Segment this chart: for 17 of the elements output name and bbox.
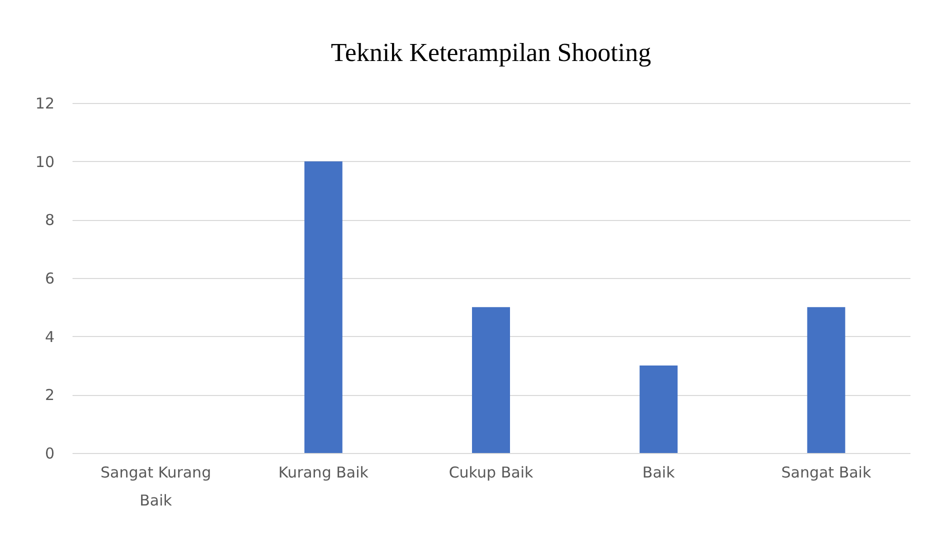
y-tick-label: 2 xyxy=(44,386,54,404)
bar xyxy=(807,307,846,453)
y-tick-label: 4 xyxy=(44,328,54,346)
x-tick-label: Sangat Kurang Baik xyxy=(100,464,212,510)
bar xyxy=(472,307,510,453)
y-tick-label: 0 xyxy=(44,444,54,462)
x-tick-label: Kurang Baik xyxy=(278,464,369,482)
chart-title: Teknik Keterampilan Shooting xyxy=(330,38,652,67)
y-tick-label: 8 xyxy=(44,211,54,230)
x-tick-label: Sangat Baik xyxy=(781,464,872,482)
x-tick-label: Cukup Baik xyxy=(448,464,534,482)
y-tick-label: 6 xyxy=(44,270,54,288)
bar xyxy=(640,366,678,453)
y-tick-label: 10 xyxy=(35,152,54,171)
x-tick-label: Baik xyxy=(642,464,676,482)
y-tick-label: 12 xyxy=(35,94,54,112)
bar xyxy=(304,161,342,453)
